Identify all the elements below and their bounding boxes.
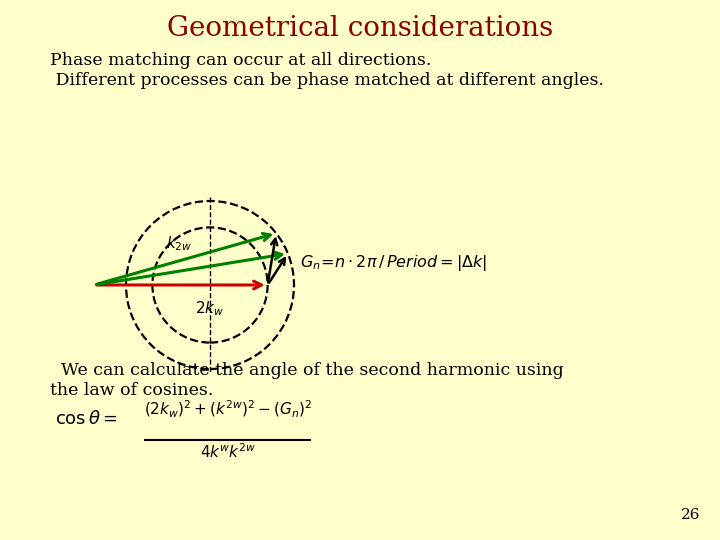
Text: Phase matching can occur at all directions.: Phase matching can occur at all directio… bbox=[50, 52, 431, 69]
Text: $(2k_w)^2+(k^{2w})^2-(G_n)^2$: $(2k_w)^2+(k^{2w})^2-(G_n)^2$ bbox=[144, 399, 312, 420]
Text: $2k_w$: $2k_w$ bbox=[195, 299, 225, 318]
Text: $\cos\theta=$: $\cos\theta=$ bbox=[55, 410, 118, 428]
Text: Geometrical considerations: Geometrical considerations bbox=[167, 15, 553, 42]
Text: Different processes can be phase matched at different angles.: Different processes can be phase matched… bbox=[50, 72, 604, 89]
Text: $4k^wk^{2w}$: $4k^wk^{2w}$ bbox=[200, 442, 256, 461]
Text: $G_n\!=\!n\cdot 2\pi\,/\,Period = |\Delta k|$: $G_n\!=\!n\cdot 2\pi\,/\,Period = |\Delt… bbox=[300, 253, 487, 273]
Text: We can calculate the angle of the second harmonic using: We can calculate the angle of the second… bbox=[50, 362, 564, 379]
Text: the law of cosines.: the law of cosines. bbox=[50, 382, 213, 399]
Text: $k_{2w}$: $k_{2w}$ bbox=[166, 234, 192, 253]
Text: 26: 26 bbox=[680, 508, 700, 522]
